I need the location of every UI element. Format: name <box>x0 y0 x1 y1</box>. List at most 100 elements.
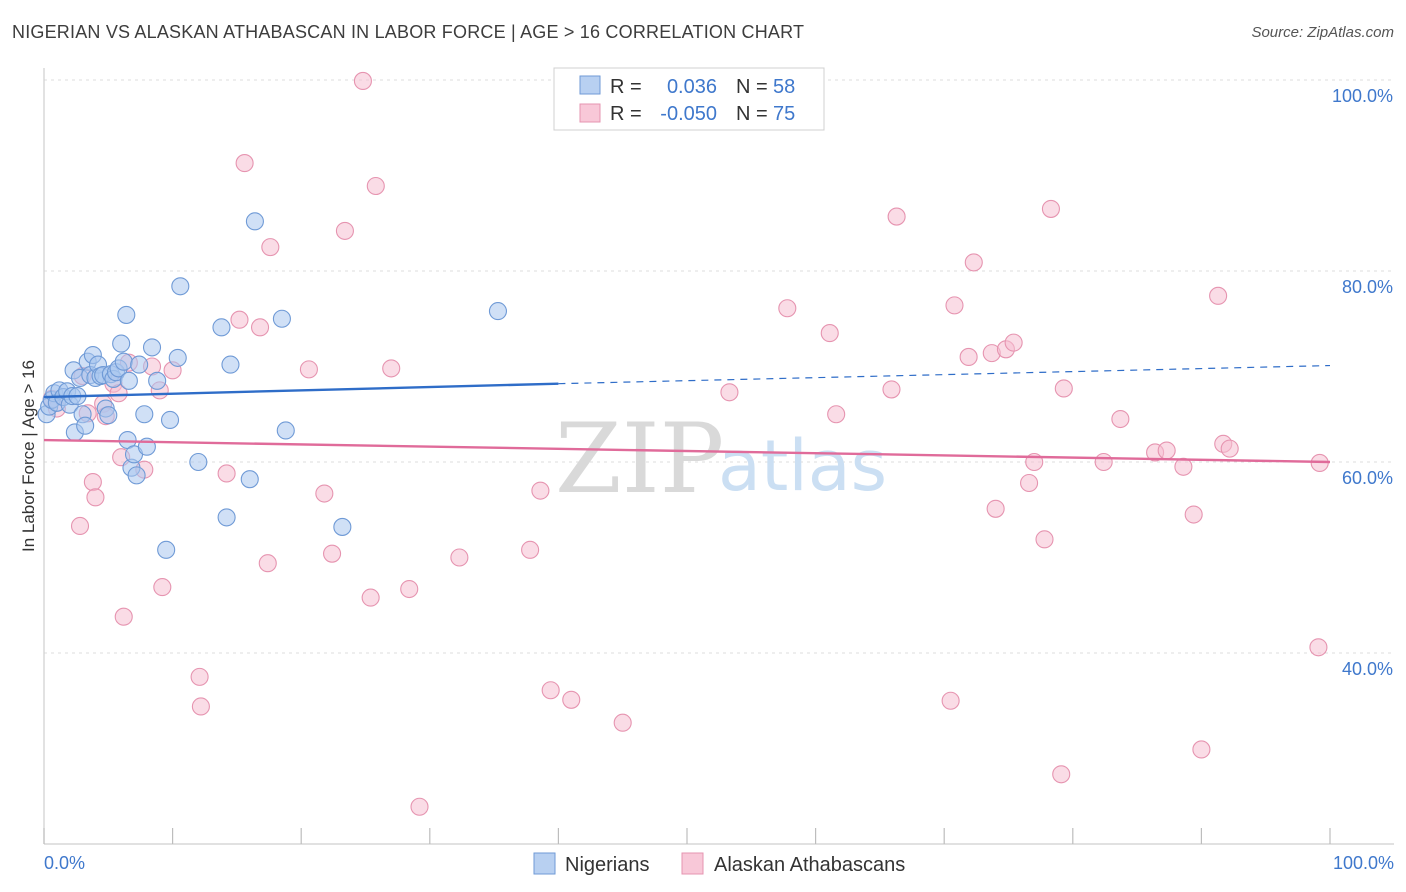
alaskan-point-21 <box>235 154 254 173</box>
nigerian-point-24 <box>99 406 118 425</box>
y-tick-labels: 40.0% 60.0% 80.0% 100.0% <box>1332 86 1393 679</box>
nigerian-point-53 <box>276 421 295 440</box>
source-label: Source: ZipAtlas.com <box>1251 24 1394 41</box>
alaskan-point-28 <box>335 221 354 240</box>
nigerian-point-33 <box>119 371 138 390</box>
y-tick-label-80: 80.0% <box>1342 277 1393 297</box>
alaskan-point-62 <box>1111 409 1130 429</box>
nigerian-point-43 <box>160 410 180 430</box>
nigerian-point-51 <box>245 212 264 231</box>
alaskan-point-39 <box>562 690 581 709</box>
alaskan-point-31 <box>366 176 385 196</box>
alaskan-point-67 <box>1192 740 1211 759</box>
alaskan-point-37 <box>531 481 550 500</box>
legend-swatch-alaskan <box>579 103 601 123</box>
alaskan-point-71 <box>1309 638 1328 657</box>
alaskan-point-30 <box>361 588 380 607</box>
trend-lines <box>43 364 1331 464</box>
alaskan-point-65 <box>1174 457 1193 476</box>
alaskan-point-10 <box>114 607 133 626</box>
watermark: ZIP atlas <box>555 403 887 515</box>
trend-nigerians-dashed <box>558 364 1331 385</box>
legend-swatch-bottom-nigerians <box>533 852 556 875</box>
nigerian-point-50 <box>240 470 259 489</box>
alaskan-point-59 <box>1052 765 1071 784</box>
x-ticks <box>43 828 1331 844</box>
y-tick-label-40: 40.0% <box>1342 659 1393 679</box>
legend-swatch-bottom-alaskan <box>681 852 704 875</box>
legend-r-value-2: -0.050 <box>660 103 717 125</box>
alaskan-point-33 <box>400 579 419 599</box>
alaskan-point-41 <box>720 383 739 402</box>
alaskan-point-58 <box>1041 199 1060 218</box>
alaskan-point-25 <box>299 360 318 379</box>
legend-n-value-2: 75 <box>773 103 795 125</box>
legend-label-alaskan: Alaskan Athabascans <box>714 854 905 876</box>
alaskan-point-22 <box>250 318 270 337</box>
alaskan-point-70 <box>1220 439 1239 458</box>
alaskan-point-57 <box>1035 530 1054 549</box>
nigerian-point-30 <box>114 352 133 371</box>
alaskan-point-35 <box>450 548 469 567</box>
nigerian-point-29 <box>112 334 131 353</box>
alaskan-point-24 <box>261 238 280 257</box>
legend-r-value-1: 0.036 <box>667 76 717 98</box>
legend-n-label-2: N = <box>736 103 768 125</box>
alaskan-point-36 <box>521 540 540 559</box>
nigerian-point-54 <box>333 517 352 536</box>
alaskan-point-4 <box>83 473 102 492</box>
legend-r-label-1: R = <box>610 76 642 98</box>
nigerian-point-52 <box>272 309 291 328</box>
nigerian-point-41 <box>148 371 167 390</box>
nigerian-point-55 <box>488 302 508 321</box>
chart-title: NIGERIAN VS ALASKAN ATHABASCAN IN LABOR … <box>12 22 805 42</box>
nigerian-point-49 <box>221 355 240 374</box>
alaskan-point-43 <box>820 324 839 343</box>
legend-label-nigerians: Nigerians <box>565 854 649 876</box>
alaskan-point-68 <box>1209 286 1228 305</box>
alaskan-point-40 <box>613 713 632 732</box>
alaskan-point-49 <box>959 347 978 367</box>
alaskan-point-29 <box>353 71 372 91</box>
watermark-zip: ZIP <box>555 403 724 515</box>
alaskan-point-15 <box>153 578 172 597</box>
alaskan-point-64 <box>1157 441 1176 460</box>
nigerian-point-45 <box>171 277 190 296</box>
trend-nigerians-solid <box>43 382 559 399</box>
nigerian-point-38 <box>135 405 154 424</box>
x-tick-label-max: 100.0% <box>1333 853 1394 873</box>
legend-n-label-1: N = <box>736 76 768 98</box>
y-axis-title: In Labor Force | Age > 16 <box>19 360 38 552</box>
alaskan-point-55 <box>1020 473 1039 493</box>
y-tick-label-60: 60.0% <box>1342 468 1393 488</box>
nigerian-point-48 <box>217 508 236 527</box>
alaskan-point-26 <box>315 484 334 503</box>
alaskan-point-34 <box>410 797 429 816</box>
nigerian-point-15 <box>76 416 95 435</box>
alaskan-point-61 <box>1094 452 1113 472</box>
alaskan-point-27 <box>323 544 342 563</box>
alaskan-point-20 <box>230 310 249 329</box>
alaskan-point-32 <box>382 359 401 378</box>
nigerian-point-40 <box>142 338 162 357</box>
y-tick-label-100: 100.0% <box>1332 86 1393 106</box>
nigerian-point-36 <box>127 466 146 485</box>
axes <box>43 68 1394 845</box>
alaskan-point-50 <box>964 253 983 272</box>
alaskan-point-52 <box>986 499 1005 518</box>
alaskan-point-17 <box>190 667 209 686</box>
nigerian-point-46 <box>189 452 208 472</box>
alaskan-point-2 <box>70 516 90 536</box>
legend-n-value-1: 58 <box>773 76 795 98</box>
x-tick-label-min: 0.0% <box>44 853 85 873</box>
alaskan-point-44 <box>827 405 846 424</box>
alaskan-point-38 <box>541 681 560 700</box>
alaskan-point-47 <box>941 691 960 710</box>
legend-r-label-2: R = <box>610 103 642 125</box>
watermark-atlas: atlas <box>718 425 887 507</box>
alaskan-point-54 <box>1004 333 1023 352</box>
trend-alaskan <box>43 438 1331 464</box>
alaskan-point-42 <box>778 299 797 318</box>
alaskan-point-5 <box>86 488 105 507</box>
